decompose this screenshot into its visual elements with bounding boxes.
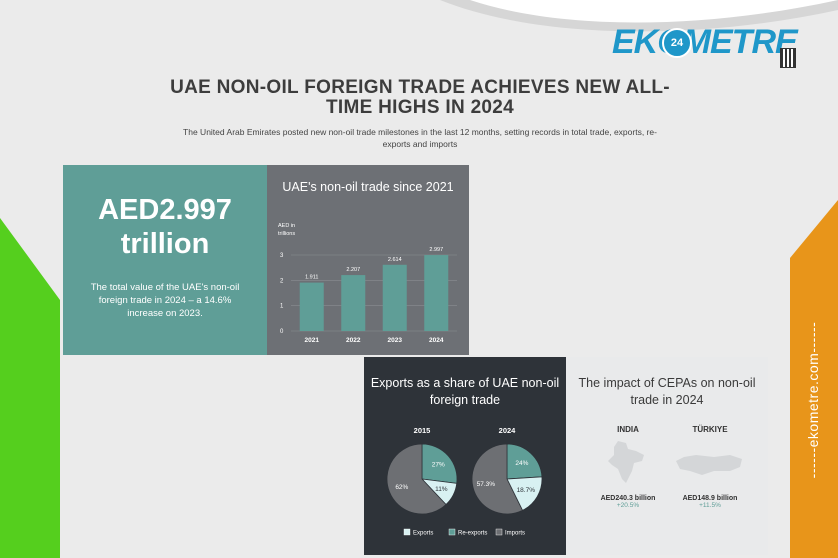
y-tick-label: 2 bbox=[280, 278, 284, 284]
bar-value-label: 2.997 bbox=[429, 247, 443, 253]
bar bbox=[299, 282, 324, 331]
pie-value-label: 62% bbox=[395, 484, 408, 491]
pie-slice bbox=[421, 443, 458, 484]
y-axis-label: trillions bbox=[278, 231, 295, 237]
country-turkiye: TÜRKIYE bbox=[670, 425, 750, 434]
brand-logo: EKOMETRE 24 bbox=[612, 22, 798, 68]
y-axis-label: AED in bbox=[278, 223, 295, 229]
page-title: UAE NON-OIL FOREIGN TRADE ACHIEVES NEW A… bbox=[170, 77, 670, 118]
legend-swatch bbox=[495, 528, 503, 536]
qr-code-icon bbox=[780, 48, 796, 68]
bar bbox=[382, 264, 407, 331]
turkiye-trade-value: AED148.9 billion bbox=[682, 495, 738, 502]
bar-chart: AED in trillions 0 1 2 3 1.911 2021 2.207 2022 2.6… bbox=[278, 223, 457, 344]
india-figures: AED240.3 billion +20.5% bbox=[580, 495, 676, 509]
top-right-white-band bbox=[470, 0, 838, 23]
logo-text: EKOMETRE bbox=[612, 23, 798, 61]
total-trade-description: The total value of the UAE's non-oil for… bbox=[90, 282, 240, 319]
turkiye-map-icon bbox=[676, 455, 742, 475]
pie-slice bbox=[506, 476, 543, 511]
india-growth: +20.5% bbox=[616, 502, 640, 509]
bar-value-label: 1.911 bbox=[305, 275, 318, 281]
pie-year-label: 2024 bbox=[499, 426, 517, 435]
page-subtitle: The United Arab Emirates posted new non-… bbox=[183, 127, 657, 149]
x-tick-label: 2024 bbox=[429, 337, 444, 344]
y-tick-label: 0 bbox=[280, 329, 284, 335]
turkiye-figures: AED148.9 billion +11.5% bbox=[662, 495, 758, 509]
pie-value-label: 18.7% bbox=[517, 487, 536, 494]
orange-triangle-shape bbox=[790, 200, 838, 558]
pie-charts: 2015 27% 11% 62% 2024 24% 18.7% 57.3% Exports Re-… bbox=[386, 426, 543, 537]
bar-value-label: 2.614 bbox=[388, 257, 402, 263]
india-map-icon bbox=[608, 441, 644, 483]
side-website-text: ------ekometre.com------ bbox=[793, 300, 833, 500]
exports-share-panel: 2015 27% 11% 62% 2024 24% 18.7% 57.3% Exports Re-… bbox=[364, 357, 566, 555]
pie-value-label: 57.3% bbox=[477, 481, 496, 488]
india-trade-value: AED240.3 billion bbox=[600, 495, 656, 502]
pie-slice bbox=[506, 443, 543, 480]
total-trade-panel: AED2.997 trillion The total value of the… bbox=[63, 165, 267, 355]
legend-label: Exports bbox=[413, 531, 433, 537]
pie-year-label: 2015 bbox=[414, 426, 431, 435]
pie-value-label: 24% bbox=[515, 460, 528, 467]
y-tick-label: 1 bbox=[280, 304, 284, 310]
pie-slice bbox=[386, 443, 447, 515]
pie-value-label: 27% bbox=[432, 462, 445, 469]
cepa-impact-panel: The impact of CEPAs on non-oil trade in … bbox=[566, 357, 768, 555]
website-label: ------ekometre.com------ bbox=[805, 321, 821, 479]
pie-value-label: 11% bbox=[435, 486, 448, 493]
country-india: INDIA bbox=[590, 425, 666, 434]
trade-chart-panel: AED in trillions 0 1 2 3 1.911 2021 2.207 2022 2.6… bbox=[267, 165, 469, 355]
country-name: INDIA bbox=[617, 425, 639, 434]
turkiye-growth: +11.5% bbox=[699, 502, 721, 509]
bar bbox=[341, 275, 366, 331]
exports-share-title: Exports as a share of UAE non-oil foreig… bbox=[370, 376, 560, 407]
legend-swatch bbox=[448, 528, 456, 536]
bar bbox=[424, 255, 449, 331]
bar-chart-title: UAE's non-oil trade since 2021 bbox=[282, 180, 454, 194]
y-tick-label: 3 bbox=[280, 253, 284, 259]
legend-label: Imports bbox=[505, 531, 525, 537]
cepa-title: The impact of CEPAs on non-oil trade in … bbox=[578, 376, 756, 407]
total-trade-value: AED2.997 trillion bbox=[98, 194, 232, 260]
country-name: TÜRKIYE bbox=[692, 425, 728, 434]
legend-swatch bbox=[403, 528, 411, 536]
x-tick-label: 2023 bbox=[388, 337, 403, 344]
x-tick-label: 2022 bbox=[346, 337, 361, 344]
bar-value-label: 2.207 bbox=[346, 267, 360, 273]
legend-label: Re-exports bbox=[458, 531, 487, 537]
x-tick-label: 2021 bbox=[305, 337, 320, 344]
green-triangle-shape bbox=[0, 218, 60, 558]
logo-badge-icon: 24 bbox=[662, 28, 692, 58]
pie-slice bbox=[471, 443, 524, 515]
